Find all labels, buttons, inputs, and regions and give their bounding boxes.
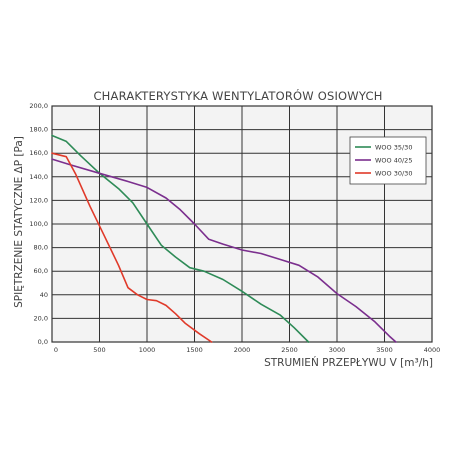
legend-label: WOO 35/30: [375, 144, 412, 152]
y-tick-label: 0,0: [38, 338, 48, 346]
y-tick-label: 140,0: [29, 173, 48, 181]
series-lines: [51, 134, 397, 343]
legend-label: WOO 40/25: [375, 157, 412, 165]
x-tick-label: 0: [54, 346, 58, 354]
legend-box: [349, 136, 427, 185]
legend-label: WOO 30/30: [375, 170, 412, 178]
y-tick-label: 180,0: [29, 126, 48, 134]
x-tick-label: 1000: [139, 346, 156, 354]
x-tick-label: 500: [93, 346, 105, 354]
legend: WOO 35/30 WOO 40/25 WOO 30/30: [349, 136, 427, 185]
x-tick-label: 2500: [281, 346, 298, 354]
x-tick-label: 3000: [329, 346, 346, 354]
series-line-1: [51, 134, 310, 343]
y-tick-labels: 0,0 20,0 40 60,0 80,0 100,0 120,0 140,0 160,0 180…: [29, 102, 48, 346]
x-tick-label: 2000: [234, 346, 251, 354]
x-tick-label: 4000: [424, 346, 441, 354]
y-tick-label: 80,0: [34, 244, 48, 252]
series-line-3: [51, 152, 213, 343]
x-tick-label: 3500: [376, 346, 393, 354]
chart-title: CHARAKTERYSTYKA WENTYLATORÓW OSIOWYCH: [93, 88, 382, 103]
y-axis-label: SPIĘTRZENIE STATYCZNE ΔP [Pa]: [13, 136, 25, 308]
series-line-2: [51, 158, 397, 343]
y-tick-label: 120,0: [29, 196, 48, 204]
y-tick-label: 40: [40, 291, 48, 299]
y-tick-label: 200,0: [29, 102, 48, 110]
x-axis-label: STRUMIEŃ PRZEPŁYWU V [m³/h]: [264, 356, 433, 369]
y-tick-label: 160,0: [29, 149, 48, 157]
grid: [51, 105, 433, 343]
y-tick-label: 60,0: [34, 267, 48, 275]
y-tick-label: 100,0: [29, 220, 48, 228]
y-tick-label: 20,0: [34, 314, 48, 322]
x-tick-label: 1500: [186, 346, 203, 354]
x-tick-labels: 0 500 1000 1500 2000 2500 3000 3500 4000: [54, 346, 440, 354]
